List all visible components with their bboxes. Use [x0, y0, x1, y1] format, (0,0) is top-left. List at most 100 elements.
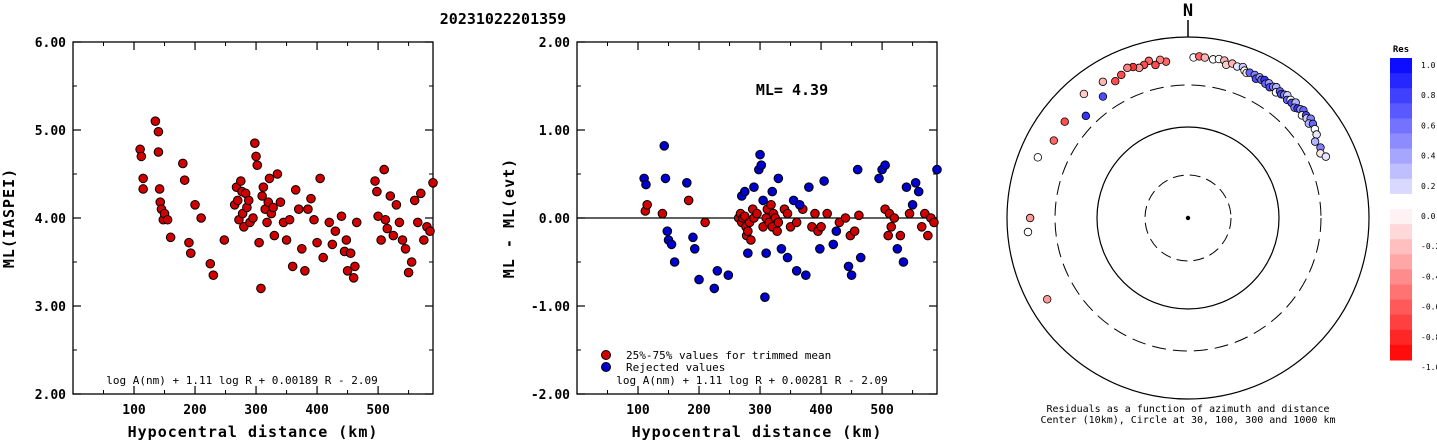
- data-point: [801, 270, 811, 281]
- data-point: [306, 193, 316, 204]
- x-tick-label: 300: [748, 403, 772, 418]
- station-residual-point: [1151, 60, 1160, 70]
- data-point: [828, 239, 839, 250]
- data-point: [287, 261, 298, 272]
- data-point: [688, 232, 698, 243]
- colorbar-block: [1390, 58, 1412, 74]
- data-point: [380, 214, 391, 225]
- colorbar-block: [1390, 209, 1412, 225]
- data-point: [739, 211, 750, 222]
- data-point: [370, 176, 380, 186]
- data-point: [712, 266, 723, 276]
- data-point: [196, 213, 206, 223]
- data-point: [348, 273, 359, 283]
- station-residual-point: [1049, 136, 1059, 145]
- data-point: [883, 230, 893, 241]
- data-point: [743, 226, 753, 236]
- data-point: [251, 151, 261, 162]
- data-point: [910, 178, 921, 188]
- x-tick-label: 500: [366, 403, 390, 418]
- data-point: [379, 164, 389, 175]
- x-tick-label: 200: [183, 403, 207, 418]
- colorbar-tick-label: 0.4: [1421, 152, 1436, 161]
- colorbar-tick-label: -0.4: [1421, 272, 1437, 281]
- station-residual-point: [1060, 117, 1069, 126]
- residual-colorbar: Res 1.0 0.8 0.6 0.4 0.2 0.0 -0.2 -0.4 -0.6 -0.8 -1…: [1390, 45, 1437, 372]
- x-tick-label: 500: [870, 403, 894, 418]
- y-tick-label: 2.00: [35, 388, 66, 403]
- data-point: [345, 248, 356, 258]
- colorbar-block: [1390, 103, 1412, 119]
- data-point: [397, 235, 408, 245]
- data-point: [262, 217, 272, 228]
- data-point: [767, 186, 778, 197]
- y-tick-label: 2.00: [539, 36, 570, 51]
- data-point: [892, 244, 903, 254]
- x-tick-label: 100: [122, 403, 146, 418]
- data-point: [773, 217, 784, 228]
- station-residual-point: [1111, 77, 1120, 86]
- data-point: [248, 213, 258, 223]
- data-point: [794, 200, 805, 210]
- data-point: [219, 235, 230, 245]
- data-point: [376, 235, 386, 245]
- data-point: [660, 173, 671, 184]
- data-point: [419, 235, 429, 245]
- data-point: [782, 208, 793, 219]
- data-point: [755, 149, 765, 160]
- data-point: [819, 176, 829, 186]
- data-point: [284, 214, 295, 225]
- data-point: [898, 257, 909, 267]
- station-residual-point: [1098, 77, 1108, 86]
- colorbar-tick-label: -0.2: [1421, 242, 1437, 251]
- data-point: [694, 274, 704, 285]
- data-point: [162, 214, 173, 225]
- data-point: [880, 160, 890, 170]
- data-point: [782, 252, 793, 263]
- data-point: [336, 211, 347, 222]
- data-point: [923, 230, 933, 241]
- data-point: [385, 191, 396, 201]
- data-point: [916, 222, 927, 232]
- data-point: [709, 283, 720, 294]
- data-point: [683, 195, 694, 206]
- north-label: N: [1183, 1, 1193, 21]
- y-tick-label: 3.00: [35, 300, 66, 315]
- data-point: [297, 244, 307, 254]
- x-tick-label: 400: [305, 403, 329, 418]
- formula-label: log A(nm) + 1.11 log R + 0.00189 R - 2.0…: [106, 374, 378, 387]
- station-residual-point: [1033, 153, 1043, 162]
- data-point: [403, 267, 414, 278]
- station-residual-point: [1098, 92, 1108, 101]
- data-point: [752, 208, 762, 219]
- data-point: [831, 226, 842, 236]
- data-point: [268, 202, 278, 213]
- station-residual-point: [1321, 152, 1331, 161]
- data-point: [907, 200, 918, 210]
- data-point: [154, 184, 165, 194]
- station-residual-point: [1043, 295, 1052, 304]
- colorbar-block: [1390, 254, 1412, 270]
- data-point: [425, 226, 435, 236]
- data-point: [815, 244, 825, 254]
- x-axis-label: Hypocentral distance (km): [128, 423, 379, 441]
- polar-caption-line1: Residuals as a function of azimuth and d…: [1047, 404, 1330, 415]
- colorbar-block: [1390, 163, 1412, 180]
- data-point: [822, 208, 832, 219]
- data-point: [185, 248, 196, 258]
- data-point: [136, 151, 147, 162]
- data-point: [886, 222, 897, 232]
- data-point: [391, 200, 402, 210]
- data-point: [153, 126, 164, 137]
- data-point: [382, 223, 393, 234]
- station-residual-point: [1079, 89, 1089, 99]
- data-point: [256, 283, 266, 294]
- data-point: [252, 160, 263, 170]
- data-point: [852, 164, 863, 175]
- legend-label-trimmed: 25%-75% values for trimmed mean: [626, 349, 831, 362]
- data-point: [184, 237, 194, 248]
- ring-300km: [1054, 84, 1322, 352]
- data-point: [258, 182, 269, 192]
- data-point: [791, 217, 802, 228]
